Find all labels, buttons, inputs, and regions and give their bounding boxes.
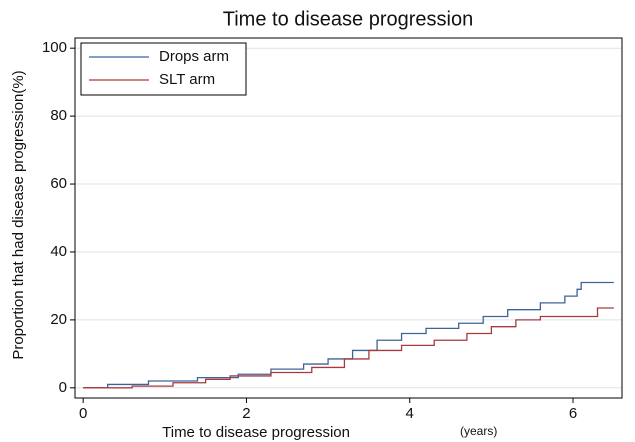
y-tick-label: 0 [59, 379, 67, 396]
x-axis-label: Time to disease progression [162, 424, 350, 441]
x-tick-label: 4 [406, 405, 414, 422]
y-tick-label: 20 [50, 311, 67, 328]
x-tick-label: 2 [242, 405, 250, 422]
y-axis-label: Proportion that had disease progression(… [10, 70, 27, 359]
y-tick-label: 40 [50, 243, 67, 260]
legend-box [80, 42, 247, 96]
y-tick-label: 60 [50, 175, 67, 192]
legend-label: Drops arm [159, 48, 229, 65]
y-tick-label: 80 [50, 107, 67, 124]
plot-frame [74, 37, 623, 399]
x-axis-unit: (years) [460, 424, 497, 438]
chart-title: Time to disease progression [223, 8, 474, 30]
x-tick-label: 0 [79, 405, 87, 422]
y-tick-label: 100 [42, 39, 67, 56]
legend-label: SLT arm [159, 71, 215, 88]
series-line [83, 307, 614, 389]
series-line [83, 281, 614, 389]
x-tick-label: 6 [569, 405, 577, 422]
